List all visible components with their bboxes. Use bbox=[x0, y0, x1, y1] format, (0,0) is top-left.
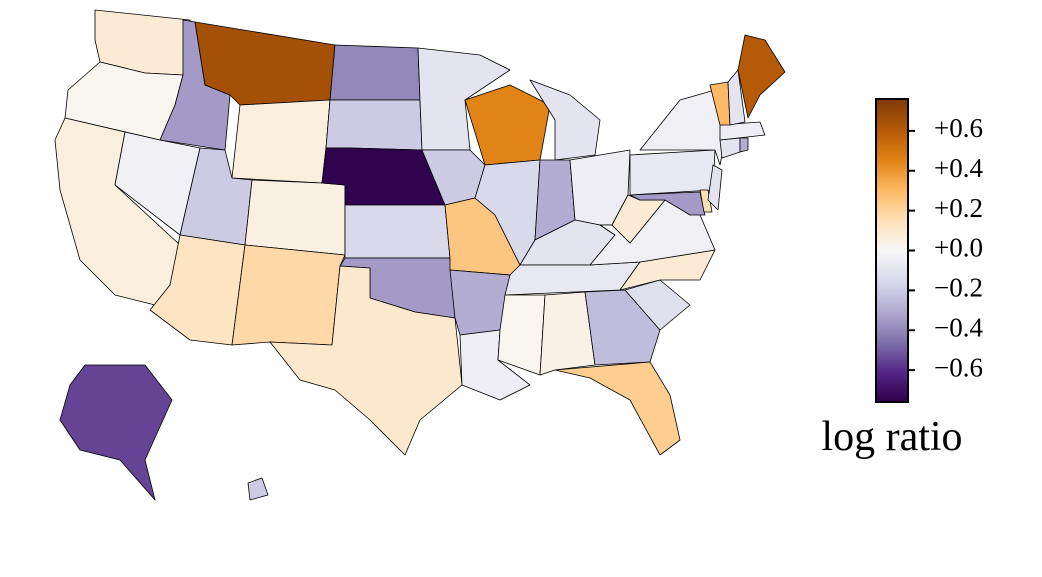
state bbox=[417, 47, 511, 151]
state bbox=[554, 361, 681, 456]
state bbox=[497, 294, 546, 376]
state bbox=[231, 99, 331, 184]
state bbox=[231, 244, 346, 346]
colorbar bbox=[875, 98, 909, 403]
state bbox=[325, 99, 423, 151]
tick-label: +0.2 bbox=[934, 193, 983, 223]
state bbox=[619, 249, 716, 291]
state bbox=[529, 79, 601, 161]
state bbox=[539, 291, 596, 376]
state bbox=[244, 179, 346, 256]
tick-label: −0.2 bbox=[934, 273, 983, 303]
state bbox=[59, 364, 173, 501]
tick-label: −0.6 bbox=[934, 352, 983, 382]
state bbox=[344, 204, 451, 259]
tick-label: +0.0 bbox=[934, 233, 983, 263]
tick-label: +0.4 bbox=[934, 153, 983, 183]
states bbox=[54, 9, 786, 501]
colorbar-label: log ratio bbox=[821, 414, 962, 460]
state bbox=[464, 84, 551, 166]
tick-label: +0.6 bbox=[934, 113, 983, 143]
state bbox=[719, 137, 741, 159]
state bbox=[707, 164, 723, 211]
state bbox=[624, 279, 691, 331]
tick-label: −0.4 bbox=[934, 312, 983, 342]
state bbox=[727, 69, 746, 126]
state bbox=[247, 477, 269, 501]
state bbox=[269, 265, 463, 456]
state bbox=[719, 121, 766, 141]
state bbox=[329, 44, 421, 101]
state bbox=[737, 34, 786, 119]
state bbox=[739, 137, 749, 153]
state bbox=[629, 149, 716, 196]
